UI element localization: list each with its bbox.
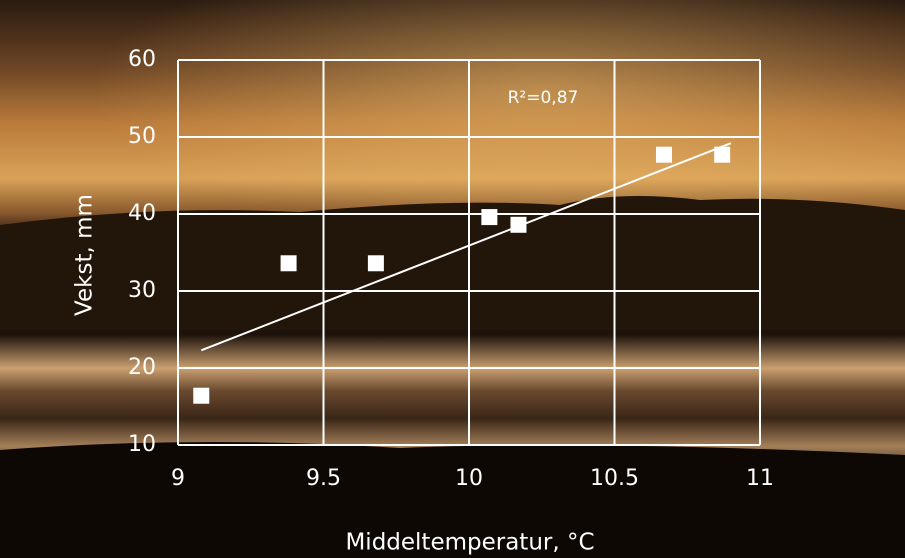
y-tick-label: 20 bbox=[128, 355, 156, 380]
x-tick-label: 11 bbox=[746, 466, 774, 491]
annotation: R²=0,87 bbox=[508, 88, 579, 108]
y-tick-label: 60 bbox=[128, 47, 156, 72]
y-tick-label: 40 bbox=[128, 201, 156, 226]
shore bbox=[0, 441, 905, 558]
data-point bbox=[193, 387, 210, 404]
data-point bbox=[280, 255, 297, 272]
data-point bbox=[510, 216, 527, 233]
y-axis-title: Vekst, mm bbox=[72, 194, 98, 316]
data-point bbox=[655, 146, 672, 163]
x-tick-label: 10 bbox=[455, 466, 483, 491]
x-tick-label: 9 bbox=[171, 466, 185, 491]
trendline bbox=[200, 142, 732, 352]
y-tick-label: 10 bbox=[128, 432, 156, 457]
x-tick-label: 9.5 bbox=[306, 466, 341, 491]
data-point bbox=[714, 146, 731, 163]
data-point bbox=[481, 209, 498, 226]
y-tick-label: 50 bbox=[128, 124, 156, 149]
y-tick-label: 30 bbox=[128, 278, 156, 303]
data-point bbox=[367, 255, 384, 272]
x-axis-title: Middeltemperatur, °C bbox=[345, 530, 594, 556]
hills bbox=[0, 196, 905, 330]
x-tick-label: 10.5 bbox=[590, 466, 639, 491]
